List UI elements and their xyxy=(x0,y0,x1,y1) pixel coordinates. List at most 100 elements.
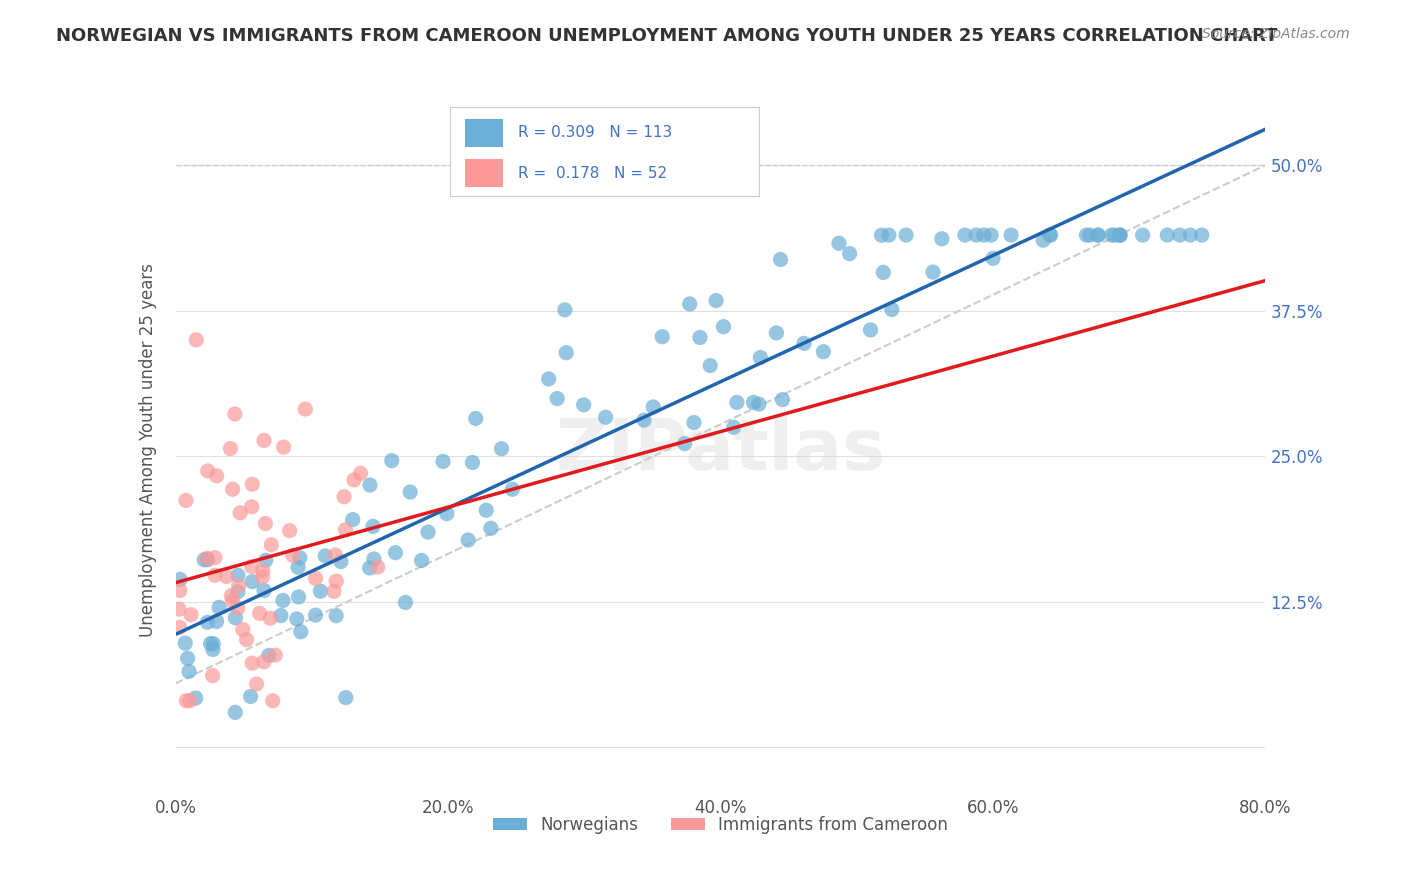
Immigrants from Cameroon xyxy=(229,506,252,520)
Norwegians xyxy=(765,326,787,340)
Norwegians xyxy=(184,691,207,706)
Norwegians xyxy=(461,456,484,470)
Norwegians xyxy=(457,533,479,547)
Immigrants from Cameroon xyxy=(252,570,274,584)
Norwegians xyxy=(464,411,486,425)
Norwegians xyxy=(309,584,332,599)
Norwegians xyxy=(769,252,792,267)
Immigrants from Cameroon xyxy=(197,464,219,478)
Norwegians xyxy=(828,236,851,251)
Immigrants from Cameroon xyxy=(245,677,267,691)
Norwegians xyxy=(475,503,498,517)
Norwegians xyxy=(1078,228,1101,243)
Norwegians xyxy=(1087,228,1109,243)
Immigrants from Cameroon xyxy=(240,500,263,514)
Norwegians xyxy=(872,265,894,279)
Immigrants from Cameroon xyxy=(278,524,301,538)
Norwegians xyxy=(201,642,224,657)
Norwegians xyxy=(363,552,385,566)
Immigrants from Cameroon xyxy=(235,632,257,647)
Norwegians xyxy=(980,228,1002,243)
Legend: Norwegians, Immigrants from Cameroon: Norwegians, Immigrants from Cameroon xyxy=(486,809,955,840)
Norwegians xyxy=(359,561,381,575)
Immigrants from Cameroon xyxy=(201,668,224,682)
Norwegians xyxy=(704,293,727,308)
Norwegians xyxy=(197,552,219,566)
Norwegians xyxy=(240,574,263,589)
Norwegians xyxy=(1101,228,1123,243)
Norwegians xyxy=(1191,228,1213,243)
Immigrants from Cameroon xyxy=(180,607,202,622)
Norwegians xyxy=(748,397,770,411)
Immigrants from Cameroon xyxy=(304,571,326,585)
Norwegians xyxy=(1168,228,1191,243)
Norwegians xyxy=(1180,228,1202,243)
Norwegians xyxy=(877,228,900,243)
Norwegians xyxy=(239,690,262,704)
Norwegians xyxy=(290,624,312,639)
Norwegians xyxy=(384,546,406,560)
Norwegians xyxy=(981,252,1004,266)
Norwegians xyxy=(287,560,309,574)
Norwegians xyxy=(1156,228,1178,243)
Norwegians xyxy=(205,615,228,629)
Norwegians xyxy=(679,297,702,311)
Immigrants from Cameroon xyxy=(176,694,198,708)
Immigrants from Cameroon xyxy=(240,559,263,574)
Norwegians xyxy=(271,593,294,607)
Norwegians xyxy=(193,553,215,567)
Immigrants from Cameroon xyxy=(224,407,246,421)
Immigrants from Cameroon xyxy=(335,523,357,537)
Immigrants from Cameroon xyxy=(215,569,238,583)
Norwegians xyxy=(749,351,772,365)
Immigrants from Cameroon xyxy=(240,656,263,670)
Immigrants from Cameroon xyxy=(221,594,243,608)
Norwegians xyxy=(1076,228,1098,243)
Norwegians xyxy=(314,549,336,563)
Immigrants from Cameroon xyxy=(204,550,226,565)
Norwegians xyxy=(329,554,352,568)
Norwegians xyxy=(254,553,277,567)
Immigrants from Cameroon xyxy=(240,477,263,491)
Norwegians xyxy=(673,436,696,450)
Immigrants from Cameroon xyxy=(343,473,366,487)
Immigrants from Cameroon xyxy=(262,694,284,708)
Norwegians xyxy=(742,395,765,409)
Norwegians xyxy=(723,420,745,434)
Norwegians xyxy=(270,608,292,623)
Immigrants from Cameroon xyxy=(253,434,276,448)
Norwegians xyxy=(633,413,655,427)
Text: R =  0.178   N = 52: R = 0.178 N = 52 xyxy=(517,166,666,180)
Norwegians xyxy=(572,398,595,412)
Immigrants from Cameroon xyxy=(179,694,201,708)
Norwegians xyxy=(342,513,364,527)
Immigrants from Cameroon xyxy=(260,538,283,552)
Norwegians xyxy=(813,344,835,359)
Norwegians xyxy=(595,410,617,425)
Norwegians xyxy=(226,584,249,599)
Norwegians xyxy=(894,228,917,243)
Norwegians xyxy=(202,637,225,651)
Norwegians xyxy=(501,482,523,496)
Norwegians xyxy=(1000,228,1022,243)
Text: R = 0.309   N = 113: R = 0.309 N = 113 xyxy=(517,126,672,140)
Norwegians xyxy=(361,519,384,533)
Immigrants from Cameroon xyxy=(294,402,316,417)
Immigrants from Cameroon xyxy=(205,468,228,483)
Norwegians xyxy=(1032,233,1054,247)
Norwegians xyxy=(224,611,246,625)
Immigrants from Cameroon xyxy=(219,442,242,456)
Norwegians xyxy=(285,612,308,626)
Norwegians xyxy=(177,665,200,679)
Norwegians xyxy=(288,550,311,565)
Norwegians xyxy=(689,330,711,344)
Immigrants from Cameroon xyxy=(254,516,277,531)
Norwegians xyxy=(436,507,458,521)
Norwegians xyxy=(793,336,815,351)
Norwegians xyxy=(197,615,219,630)
Norwegians xyxy=(1132,228,1154,243)
Norwegians xyxy=(683,416,706,430)
Immigrants from Cameroon xyxy=(252,564,274,578)
Norwegians xyxy=(838,246,860,260)
Norwegians xyxy=(287,590,309,604)
